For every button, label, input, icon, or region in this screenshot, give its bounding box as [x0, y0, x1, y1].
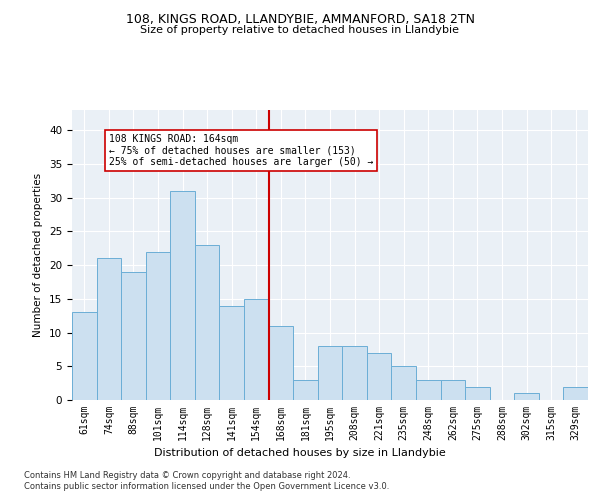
Bar: [563, 386, 588, 400]
Text: Distribution of detached houses by size in Llandybie: Distribution of detached houses by size …: [154, 448, 446, 458]
Bar: [514, 394, 539, 400]
Bar: [220, 306, 244, 400]
Bar: [244, 299, 269, 400]
Text: Contains HM Land Registry data © Crown copyright and database right 2024.: Contains HM Land Registry data © Crown c…: [24, 471, 350, 480]
Text: Contains public sector information licensed under the Open Government Licence v3: Contains public sector information licen…: [24, 482, 389, 491]
Bar: [318, 346, 342, 400]
Bar: [97, 258, 121, 400]
Text: 108 KINGS ROAD: 164sqm
← 75% of detached houses are smaller (153)
25% of semi-de: 108 KINGS ROAD: 164sqm ← 75% of detached…: [109, 134, 373, 167]
Bar: [293, 380, 318, 400]
Bar: [146, 252, 170, 400]
Bar: [465, 386, 490, 400]
Bar: [440, 380, 465, 400]
Bar: [170, 191, 195, 400]
Y-axis label: Number of detached properties: Number of detached properties: [34, 173, 43, 337]
Bar: [121, 272, 146, 400]
Bar: [72, 312, 97, 400]
Bar: [416, 380, 440, 400]
Bar: [269, 326, 293, 400]
Bar: [391, 366, 416, 400]
Text: 108, KINGS ROAD, LLANDYBIE, AMMANFORD, SA18 2TN: 108, KINGS ROAD, LLANDYBIE, AMMANFORD, S…: [125, 12, 475, 26]
Bar: [195, 245, 220, 400]
Text: Size of property relative to detached houses in Llandybie: Size of property relative to detached ho…: [140, 25, 460, 35]
Bar: [367, 353, 391, 400]
Bar: [342, 346, 367, 400]
